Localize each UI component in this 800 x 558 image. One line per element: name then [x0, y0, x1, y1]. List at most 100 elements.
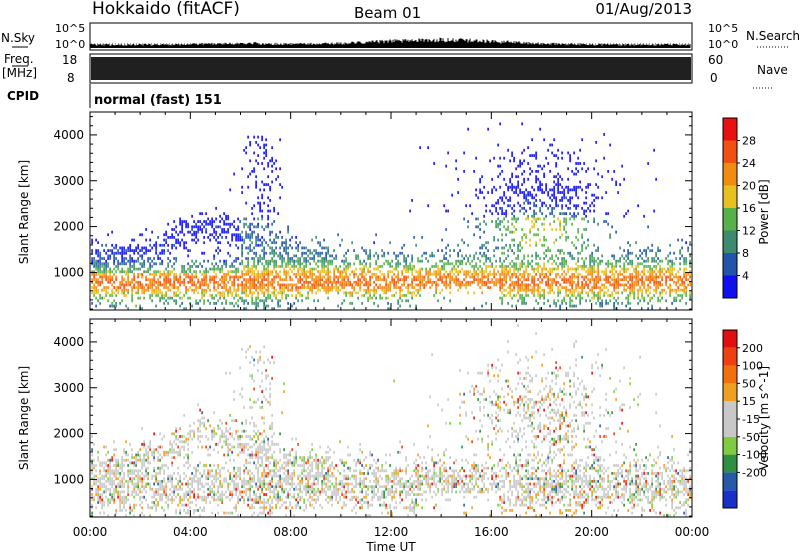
power-cell	[543, 268, 545, 271]
power-cell	[257, 136, 259, 139]
power-cell	[411, 291, 413, 294]
power-cell	[127, 249, 129, 252]
power-cell	[601, 302, 603, 305]
power-cell	[491, 278, 493, 281]
power-cell	[179, 220, 181, 223]
power-cell	[301, 299, 303, 302]
power-cell	[275, 252, 277, 255]
power-cell	[673, 289, 675, 292]
power-cell	[495, 281, 497, 284]
power-cell	[151, 231, 153, 234]
power-cell	[193, 225, 195, 228]
power-cell	[375, 260, 377, 263]
power-cell	[417, 284, 419, 287]
power-cell	[537, 165, 539, 168]
power-cell	[569, 276, 571, 279]
power-cell	[557, 186, 559, 189]
power-cell	[245, 247, 247, 250]
power-cell	[477, 278, 479, 281]
power-cell	[109, 294, 111, 297]
power-cell	[181, 270, 183, 273]
power-cell	[531, 265, 533, 268]
power-cell	[237, 270, 239, 273]
power-cell	[469, 254, 471, 257]
power-cell	[223, 291, 225, 294]
power-cell	[579, 162, 581, 165]
power-cell	[541, 204, 543, 207]
power-cell	[501, 210, 503, 213]
power-cell	[533, 204, 535, 207]
power-cell	[319, 244, 321, 247]
power-cell	[467, 273, 469, 276]
power-cell	[115, 276, 117, 279]
power-cell	[655, 289, 657, 292]
power-cell	[379, 286, 381, 289]
power-cell	[295, 273, 297, 276]
power-cell	[209, 276, 211, 279]
power-cell	[229, 289, 231, 292]
power-cell	[339, 289, 341, 292]
power-cell	[543, 262, 545, 265]
power-cell	[455, 276, 457, 279]
power-cell	[373, 286, 375, 289]
power-cell	[499, 278, 501, 281]
power-cell	[379, 270, 381, 273]
power-cell	[521, 289, 523, 292]
power-cell	[221, 286, 223, 289]
power-cell	[507, 286, 509, 289]
power-cell	[93, 284, 95, 287]
power-cell	[473, 265, 475, 268]
power-cell	[419, 286, 421, 289]
power-cell	[617, 273, 619, 276]
power-cell	[543, 165, 545, 168]
power-cell	[605, 291, 607, 294]
power-cell	[547, 249, 549, 252]
power-cell	[303, 284, 305, 287]
power-cell	[311, 284, 313, 287]
power-cell	[321, 278, 323, 281]
power-cell	[117, 291, 119, 294]
power-cell	[383, 273, 385, 276]
power-cell	[215, 233, 217, 236]
power-cell	[485, 281, 487, 284]
power-cell	[597, 291, 599, 294]
power-cell	[481, 270, 483, 273]
power-cell	[437, 270, 439, 273]
power-cell	[651, 305, 653, 308]
power-cell	[259, 286, 261, 289]
power-cell	[497, 270, 499, 273]
power-cell	[603, 291, 605, 294]
power-cell	[575, 188, 577, 191]
power-cell	[535, 178, 537, 181]
power-cell	[565, 289, 567, 292]
power-cell	[615, 183, 617, 186]
power-cell	[655, 268, 657, 271]
power-cell	[123, 284, 125, 287]
power-cell	[475, 225, 477, 228]
power-cell	[125, 249, 127, 252]
power-cell	[245, 257, 247, 260]
power-cell	[163, 233, 165, 236]
power-cell	[261, 244, 263, 247]
power-cell	[601, 305, 603, 308]
power-cell	[445, 278, 447, 281]
power-cell	[393, 252, 395, 255]
power-cell	[355, 273, 357, 276]
power-cell	[449, 270, 451, 273]
power-cell	[501, 252, 503, 255]
power-cell	[189, 297, 191, 300]
power-cell	[521, 122, 523, 125]
power-cell	[203, 220, 205, 223]
power-cell	[315, 284, 317, 287]
power-cell	[405, 278, 407, 281]
power-cell	[349, 302, 351, 305]
power-cell	[341, 270, 343, 273]
power-cell	[189, 270, 191, 273]
power-cell	[181, 231, 183, 234]
power-cell	[313, 284, 315, 287]
power-cell	[369, 276, 371, 279]
power-cell	[529, 289, 531, 292]
power-cell	[143, 286, 145, 289]
power-cell	[193, 291, 195, 294]
power-cell	[351, 241, 353, 244]
